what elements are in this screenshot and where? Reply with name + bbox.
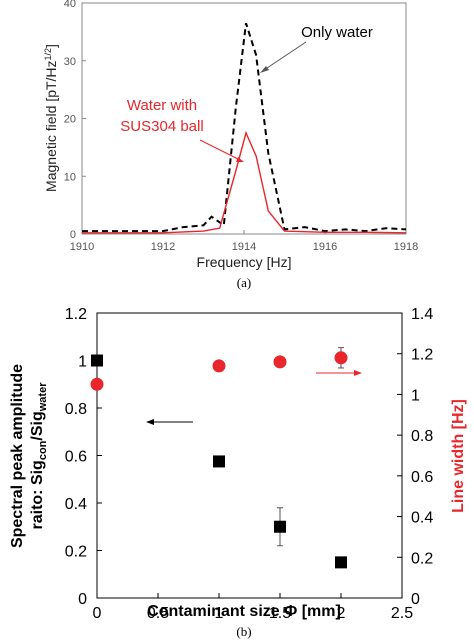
line-width-point xyxy=(334,351,348,365)
panel-b-right-tick-label: 0.8 xyxy=(411,428,433,445)
line-width-point xyxy=(90,377,104,391)
panel-b-x-tick-label: 0.5 xyxy=(147,605,169,622)
panel-b-caption: (b) xyxy=(236,624,251,639)
left-axis-arrowhead xyxy=(146,419,154,425)
panel-b-left-tick-label: 0 xyxy=(78,591,87,608)
panel-b-right-tick-label: 1 xyxy=(411,387,420,404)
annotation-ball-arrow xyxy=(199,139,241,161)
panel-b-left-tick-label: 0.8 xyxy=(65,401,87,418)
panel-a-x-ticks: 1910 1912 1914 1916 1918 xyxy=(70,230,418,253)
panel-b-plot-area xyxy=(96,312,403,599)
amplitude-ratio-point xyxy=(213,455,225,468)
panel-b-right-tick-label: 1.2 xyxy=(411,347,433,364)
panel-a-y-ticks: 0 10 20 30 40 xyxy=(64,0,86,241)
panel-a-y-tick-label: 40 xyxy=(64,0,76,10)
annotation-ball-line1: Water with xyxy=(127,97,197,114)
series-water-with-ball-line xyxy=(82,130,407,234)
panel-a-y-tick-label: 30 xyxy=(64,56,76,68)
annotation-only-water-arrowhead xyxy=(260,66,269,73)
panel-b-left-tick-label: 0.2 xyxy=(65,544,87,561)
line-width-point xyxy=(273,355,287,369)
panel-b-left-tick-label: 1.2 xyxy=(65,306,87,323)
panel-b-x-tick-label: 1 xyxy=(215,605,224,622)
amplitude-ratio-point xyxy=(335,556,347,569)
annotation-only-water-arrow xyxy=(263,41,307,71)
panel-b-right-tick-label: 0 xyxy=(411,591,420,608)
panel-a-x-tick-label: 1910 xyxy=(70,241,94,253)
panel-b-right-tick-label: 0.4 xyxy=(411,510,433,527)
panel-b-left-tick-label: 0.6 xyxy=(65,449,87,466)
amplitude-ratio-point xyxy=(274,520,286,533)
panel-a-caption: (a) xyxy=(237,275,251,290)
panel-b-x-axis-title: Contaminant size Φ [mm] xyxy=(147,603,341,620)
series-only-water-line xyxy=(82,22,407,233)
panel-b-x-ticks: 0 0.5 1 1.5 2 2.5 xyxy=(93,593,413,622)
panel-b-x-tick-label: 0 xyxy=(93,605,102,622)
annotation-ball-arrowhead xyxy=(236,157,244,162)
line-width-point xyxy=(212,359,226,373)
panel-a-line-chart: 0 10 20 30 40 1910 1912 1914 1916 1918 Frequency… xyxy=(43,0,418,290)
panel-a-x-tick-label: 1912 xyxy=(151,241,175,253)
panel-a-x-tick-label: 1916 xyxy=(313,241,337,253)
annotation-ball-line2: SUS304 ball xyxy=(120,118,203,135)
panel-b-right-y-axis-title: Line width [Hz] xyxy=(450,399,467,513)
panel-b-left-y-ticks: 0 0.2 0.4 0.6 0.8 1 1.2 xyxy=(65,306,102,608)
panel-a-x-axis-title: Frequency [Hz] xyxy=(197,254,292,270)
panel-a-x-tick-label: 1914 xyxy=(232,241,256,253)
right-axis-arrowhead xyxy=(354,370,362,376)
panel-b-right-tick-label: 1.4 xyxy=(411,306,433,323)
panel-b-left-y-axis-title-line1: Spectral peak amplitude xyxy=(9,364,26,548)
panel-b-left-y-axis-title-line2: raito: Sigcon/Sigwater xyxy=(29,382,49,530)
panel-a-y-axis-title: Magnetic field [pT/Hz1/2] xyxy=(43,44,59,192)
panel-b-right-tick-label: 0.2 xyxy=(411,550,433,567)
panel-b-x-tick-label: 2.5 xyxy=(391,605,413,622)
panel-a-y-tick-label: 10 xyxy=(64,171,76,183)
annotation-only-water: Only water xyxy=(301,24,373,41)
panel-b-right-tick-label: 0.6 xyxy=(411,469,433,486)
panel-b-x-tick-label: 1.5 xyxy=(269,605,291,622)
panel-a-y-tick-label: 20 xyxy=(64,114,76,126)
panel-a-y-tick-label: 0 xyxy=(70,229,76,241)
panel-b-left-tick-label: 0.4 xyxy=(65,496,87,513)
panel-a-x-tick-label: 1918 xyxy=(394,241,418,253)
panel-b-left-tick-label: 1 xyxy=(78,354,87,371)
panel-a-series xyxy=(82,22,407,234)
panel-b-series xyxy=(90,347,348,569)
panel-b-scatter-chart: 0 0.2 0.4 0.6 0.8 1 1.2 0 0.2 0.4 0.6 0.8 1 1.2 1.4 0… xyxy=(9,306,467,639)
amplitude-ratio-point xyxy=(91,354,103,367)
panel-b-right-y-ticks: 0 0.2 0.4 0.6 0.8 1 1.2 1.4 xyxy=(397,306,433,608)
panel-b-x-tick-label: 2 xyxy=(337,605,346,622)
